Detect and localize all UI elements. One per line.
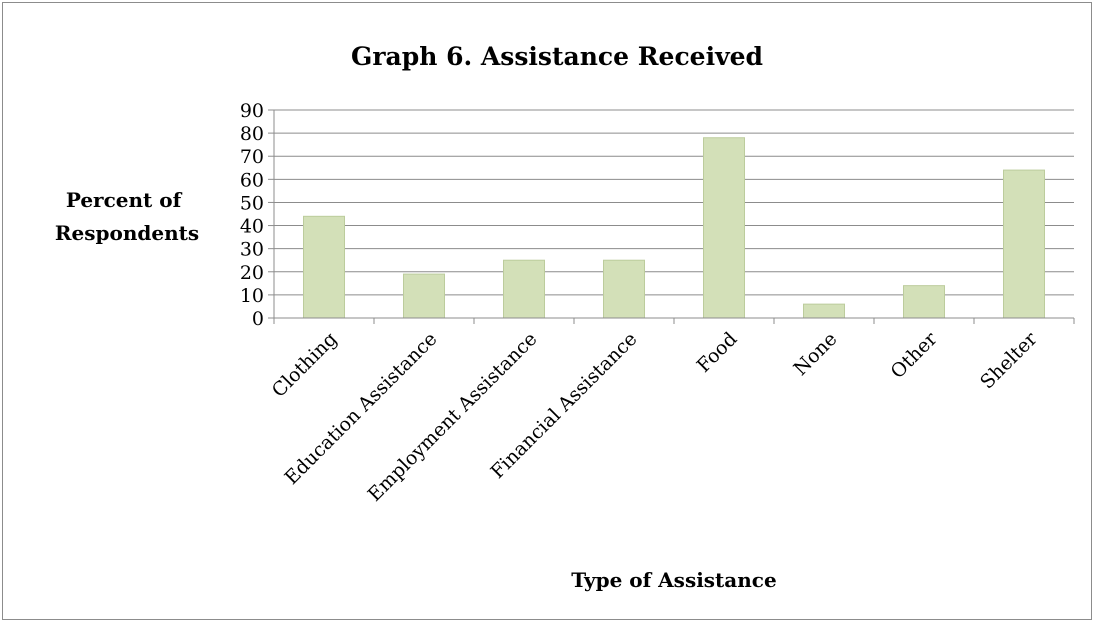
- y-tick-label: 30: [240, 239, 264, 261]
- x-tick-label: None: [790, 328, 842, 380]
- y-axis-label-line-1: Percent of: [66, 188, 183, 212]
- bar-financial-assistance: [603, 259, 645, 319]
- y-tick-label: 40: [240, 216, 264, 238]
- bar-shelter: [1003, 169, 1045, 319]
- x-axis-label: Type of Assistance: [571, 568, 776, 592]
- y-tick-label: 60: [240, 169, 264, 191]
- y-axis-label: Percent of Respondents: [55, 188, 199, 245]
- bar-none: [803, 303, 845, 319]
- x-tick-label: Shelter: [976, 327, 1042, 393]
- bar-employment-assistance: [503, 259, 545, 319]
- x-tick-label: Employment Assistance: [364, 328, 542, 506]
- axes: [273, 110, 1075, 324]
- bar-food: [703, 137, 745, 319]
- bar-clothing: [303, 215, 345, 319]
- y-tick-label: 90: [240, 100, 264, 122]
- y-tick-label: 80: [240, 123, 264, 145]
- gridlines: [268, 109, 1074, 319]
- x-tick-label: Other: [887, 327, 943, 383]
- x-tick-label: Food: [693, 328, 742, 377]
- y-tick-label: 20: [240, 262, 264, 284]
- bar-education-assistance: [403, 273, 445, 319]
- y-tick-label: 10: [240, 285, 264, 307]
- y-axis-label-line-2: Respondents: [55, 221, 199, 245]
- x-tick-label: Clothing: [268, 328, 342, 402]
- y-tick-label: 70: [240, 146, 264, 168]
- y-tick-label: 50: [240, 192, 264, 214]
- y-tick-label: 0: [252, 308, 264, 330]
- bars: [303, 137, 1045, 319]
- chart-title: Graph 6. Assistance Received: [351, 42, 763, 71]
- bar-other: [903, 285, 945, 319]
